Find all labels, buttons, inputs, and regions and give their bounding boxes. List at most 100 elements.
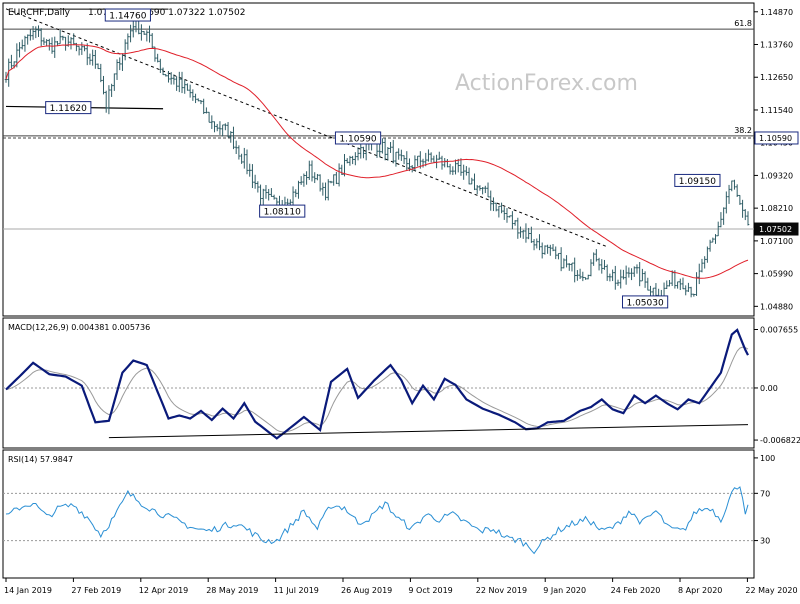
- watermark: ActionForex.com: [455, 71, 638, 96]
- price-bar: [226, 122, 230, 138]
- price-bar: [161, 67, 165, 76]
- price-bar: [94, 49, 97, 69]
- price-bar: [167, 70, 170, 83]
- price-bar: [383, 138, 387, 161]
- price-bar: [110, 83, 113, 97]
- rsi-line: [5, 486, 749, 555]
- price-bar: [508, 215, 511, 218]
- price-tick-label: 1.14870: [760, 8, 793, 17]
- price-bar: [297, 180, 300, 199]
- price-bar: [180, 71, 184, 94]
- price-bar: [34, 26, 38, 39]
- price-bar: [48, 38, 51, 51]
- price-layer: 61.8 38.2 1.14760 1.11620 1.10590 1.08110 1.09…: [3, 8, 799, 311]
- price-bar: [521, 229, 525, 239]
- price-bar: [389, 141, 392, 153]
- price-bar: [240, 153, 243, 164]
- price-bar: [524, 223, 528, 243]
- annotation-label: 1.11620: [50, 104, 87, 114]
- price-annotation: 1.11620: [45, 101, 92, 115]
- price-bar: [597, 257, 601, 271]
- price-bar: [670, 270, 674, 286]
- price-bar: [427, 149, 430, 162]
- price-bar: [635, 264, 639, 274]
- price-bar: [519, 226, 522, 238]
- price-bar: [85, 43, 89, 66]
- price-bar: [429, 152, 433, 163]
- price-bar: [321, 182, 325, 196]
- price-bar: [343, 154, 346, 177]
- price-bar: [348, 155, 352, 166]
- price-bar: [484, 185, 487, 194]
- price-bar: [232, 126, 235, 150]
- price-bar: [261, 188, 265, 205]
- price-bar: [354, 152, 357, 166]
- price-bar: [497, 205, 501, 218]
- price-bar: [489, 190, 493, 211]
- price-bar: [318, 174, 322, 192]
- price-bar: [502, 207, 506, 220]
- price-bar: [23, 35, 27, 52]
- price-bar: [454, 159, 457, 175]
- annotation-label: 1.14760: [109, 12, 146, 22]
- price-bar: [608, 273, 612, 282]
- price-bar: [451, 166, 455, 176]
- fib-level-label: 38.2: [734, 126, 752, 135]
- price-bar: [576, 270, 579, 281]
- price-annotation: 1.09150: [674, 173, 721, 187]
- price-bar: [535, 238, 539, 249]
- price-tick-label: 1.12650: [760, 73, 793, 82]
- price-bar: [419, 151, 422, 169]
- price-tick-label: 1.05990: [760, 270, 793, 279]
- price-bar: [299, 176, 303, 185]
- price-bar: [77, 45, 81, 56]
- price-bar: [492, 197, 495, 212]
- price-bar: [207, 111, 211, 123]
- price-bar: [245, 149, 249, 175]
- price-bar: [345, 158, 349, 164]
- price-bar: [256, 181, 260, 193]
- price-bar: [123, 39, 127, 61]
- price-bar: [619, 269, 623, 289]
- price-bar: [69, 37, 73, 50]
- price-bar: [614, 265, 617, 290]
- annotation-box: [104, 8, 151, 22]
- price-bar: [291, 186, 295, 207]
- price-bar: [605, 264, 609, 281]
- price-bar: [259, 184, 262, 206]
- price-bar: [243, 147, 246, 169]
- price-bar: [567, 263, 571, 271]
- macd-panel-frame: [2, 317, 755, 449]
- price-bar: [641, 268, 644, 282]
- price-bar: [494, 202, 498, 212]
- price-bar: [716, 221, 720, 237]
- price-annotation: 1.08110: [259, 204, 306, 218]
- price-bar: [83, 45, 86, 52]
- price-bar: [26, 34, 29, 45]
- price-bar: [221, 124, 224, 137]
- price-bar: [104, 90, 108, 113]
- price-bar: [589, 259, 593, 277]
- price-bar: [616, 279, 620, 286]
- price-bar: [113, 73, 116, 91]
- price-bar: [695, 272, 698, 296]
- price-bar: [205, 107, 208, 114]
- price-bar: [416, 155, 419, 167]
- price-bar: [459, 158, 463, 176]
- price-bar: [668, 279, 671, 287]
- ohlc-label: 1.07468 1.07690 1.07322 1.07502: [88, 8, 245, 18]
- annotation-box: [621, 295, 669, 309]
- price-bar: [505, 208, 509, 223]
- price-bar: [391, 139, 395, 164]
- price-bar: [307, 160, 311, 180]
- price-bar: [378, 144, 382, 158]
- x-tick-label: 11 Jul 2019: [274, 586, 319, 595]
- macd-layer: MACD(12,26,9) 0.004381 0.005736 0.007655 0…: [3, 323, 800, 445]
- price-bar: [80, 42, 84, 55]
- rsi-panel-frame: [2, 449, 755, 579]
- symbol-label: EURCHF,Daily: [8, 8, 71, 18]
- price-bar: [332, 174, 335, 186]
- price-bar: [310, 160, 314, 182]
- price-bar: [183, 80, 187, 94]
